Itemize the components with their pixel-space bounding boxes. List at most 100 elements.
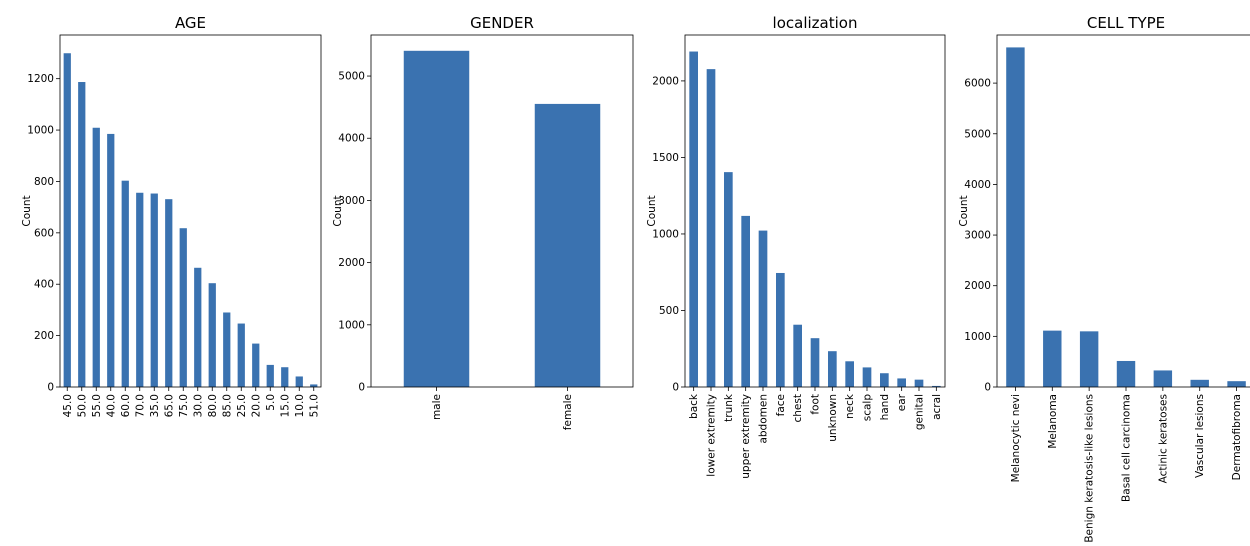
bar <box>1227 381 1246 387</box>
x-tick-label: genital <box>914 394 926 430</box>
bar <box>845 361 854 387</box>
y-axis-label: Count <box>958 195 970 226</box>
x-tick-label: Actinic keratoses <box>1157 394 1169 483</box>
bar <box>165 199 173 387</box>
x-tick-label: 65.0 <box>163 394 175 417</box>
y-tick-label: 0 <box>984 382 991 394</box>
x-tick-label: 55.0 <box>91 394 103 417</box>
y-tick-label: 800 <box>34 176 54 188</box>
x-tick-label: 10.0 <box>294 394 306 417</box>
bar <box>534 103 601 387</box>
x-tick-label: 51.0 <box>308 394 320 417</box>
bar <box>194 267 202 387</box>
bar <box>1079 331 1099 387</box>
bar <box>121 180 129 387</box>
y-tick-label: 400 <box>34 279 54 291</box>
bar <box>1190 379 1209 387</box>
x-tick-label: trunk <box>723 393 735 422</box>
bar <box>810 338 820 387</box>
chart-panel-1: 0 1000 2000 3000 4000 5000 male female GENDER Cou… <box>332 14 634 430</box>
x-tick-label: male <box>431 394 443 420</box>
y-tick-label: 500 <box>659 305 679 317</box>
x-tick-label: 5.0 <box>265 394 277 411</box>
chart-title: CELL TYPE <box>1087 14 1165 32</box>
y-tick-label: 5000 <box>338 71 365 83</box>
x-tick-label: acral <box>931 394 943 420</box>
x-tick-label: 75.0 <box>178 394 190 417</box>
bar <box>266 364 274 387</box>
bar <box>179 228 187 387</box>
x-tick-label: 40.0 <box>105 394 117 417</box>
bar <box>706 69 716 387</box>
bar <box>295 376 303 387</box>
bar <box>897 378 906 387</box>
bar <box>78 82 86 388</box>
plot-frame <box>59 34 322 388</box>
bar <box>862 367 872 387</box>
chart-title: GENDER <box>470 14 534 32</box>
bar <box>932 385 941 387</box>
chart-title: AGE <box>175 14 206 32</box>
x-tick-label: back <box>688 393 700 419</box>
x-tick-label: female <box>562 394 574 430</box>
bar <box>828 351 837 387</box>
x-tick-label: ear <box>896 393 908 411</box>
bar <box>793 324 802 387</box>
bar <box>1006 47 1025 387</box>
x-tick-label: Melanocytic nevi <box>1010 394 1022 482</box>
y-tick-label: 0 <box>672 382 679 394</box>
plot-frame <box>370 34 634 388</box>
bar <box>1116 360 1136 387</box>
plot-frame <box>996 34 1250 388</box>
y-axis-label: Count <box>332 195 344 226</box>
y-tick-label: 4000 <box>964 179 991 191</box>
y-tick-label: 1000 <box>338 319 365 331</box>
chart-panel-0: 0 200 400 600 800 1000 1200 45.0 50.0 55.0 40.0 60.… <box>21 14 322 417</box>
y-axis-label: Count <box>646 195 658 226</box>
bar <box>1043 330 1062 387</box>
x-tick-label: neck <box>844 393 856 419</box>
x-tick-label: lower extremity <box>706 394 718 477</box>
bar <box>63 53 71 388</box>
bar <box>92 127 100 387</box>
x-tick-label: 45.0 <box>62 394 74 417</box>
bar <box>724 172 733 387</box>
y-tick-label: 1200 <box>27 73 54 85</box>
y-tick-label: 5000 <box>964 128 991 140</box>
chart-panel-3: 0 1000 2000 3000 4000 5000 6000 Melanocytic nev… <box>958 14 1250 543</box>
bar <box>252 343 260 387</box>
x-tick-label: 70.0 <box>134 394 146 417</box>
y-tick-label: 1000 <box>652 228 679 240</box>
bar <box>880 373 889 387</box>
chart-panel-2: 0 500 1000 1500 2000 back lower extremity trunk… <box>646 14 946 479</box>
x-tick-label: face <box>775 394 787 416</box>
bar <box>741 215 750 387</box>
y-tick-label: 1000 <box>27 125 54 137</box>
bar <box>776 272 785 387</box>
x-tick-label: 35.0 <box>149 394 161 417</box>
x-tick-label: Basal cell carcinoma <box>1121 394 1133 502</box>
x-tick-label: foot <box>810 394 822 415</box>
bar <box>237 323 245 387</box>
bar <box>310 384 318 387</box>
x-tick-label: scalp <box>862 394 874 422</box>
y-tick-label: 0 <box>358 382 365 394</box>
x-tick-label: 25.0 <box>236 394 248 417</box>
bar <box>223 312 231 387</box>
y-tick-label: 2000 <box>338 257 365 269</box>
x-tick-label: 60.0 <box>120 394 132 417</box>
bar <box>758 230 768 387</box>
y-axis-label: Count <box>21 195 33 226</box>
x-tick-label: hand <box>879 394 891 420</box>
bar <box>914 379 924 387</box>
x-tick-label: abdomen <box>758 394 770 444</box>
y-tick-label: 4000 <box>338 133 365 145</box>
x-tick-label: 15.0 <box>279 394 291 417</box>
x-tick-label: Benign keratosis-like lesions <box>1084 394 1096 543</box>
chart-title: localization <box>773 14 858 32</box>
bar <box>281 367 289 387</box>
x-tick-label: Dermatofibroma <box>1231 394 1243 480</box>
y-tick-label: 3000 <box>964 230 991 242</box>
x-tick-label: 50.0 <box>76 394 88 417</box>
